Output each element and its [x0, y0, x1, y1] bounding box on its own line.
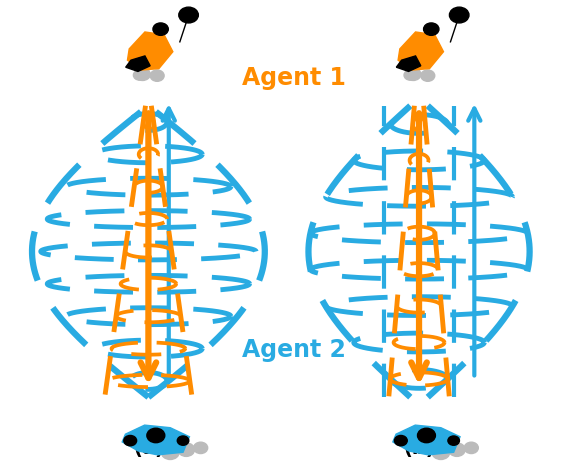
Circle shape: [395, 435, 407, 446]
Circle shape: [448, 436, 459, 445]
Circle shape: [449, 7, 469, 23]
Circle shape: [124, 435, 137, 446]
Text: Agent 1: Agent 1: [242, 65, 346, 90]
Circle shape: [147, 428, 165, 443]
Circle shape: [424, 23, 439, 35]
Polygon shape: [126, 56, 150, 71]
Circle shape: [153, 23, 168, 35]
Circle shape: [179, 7, 198, 23]
Polygon shape: [127, 32, 173, 70]
Polygon shape: [393, 425, 460, 455]
Circle shape: [432, 445, 450, 460]
Circle shape: [406, 68, 421, 80]
Circle shape: [178, 443, 194, 456]
Polygon shape: [396, 56, 421, 71]
Circle shape: [178, 436, 189, 445]
Circle shape: [421, 70, 435, 81]
Polygon shape: [398, 32, 443, 70]
Circle shape: [133, 70, 146, 80]
Circle shape: [417, 428, 435, 443]
Polygon shape: [122, 425, 190, 455]
Text: (a): (a): [133, 439, 164, 458]
Circle shape: [404, 70, 417, 80]
Circle shape: [135, 68, 150, 80]
Circle shape: [464, 442, 478, 454]
Text: (b): (b): [403, 439, 435, 458]
Text: Agent 2: Agent 2: [242, 338, 346, 362]
Circle shape: [161, 445, 179, 460]
Circle shape: [449, 443, 465, 456]
Circle shape: [194, 442, 208, 454]
Circle shape: [150, 70, 164, 81]
